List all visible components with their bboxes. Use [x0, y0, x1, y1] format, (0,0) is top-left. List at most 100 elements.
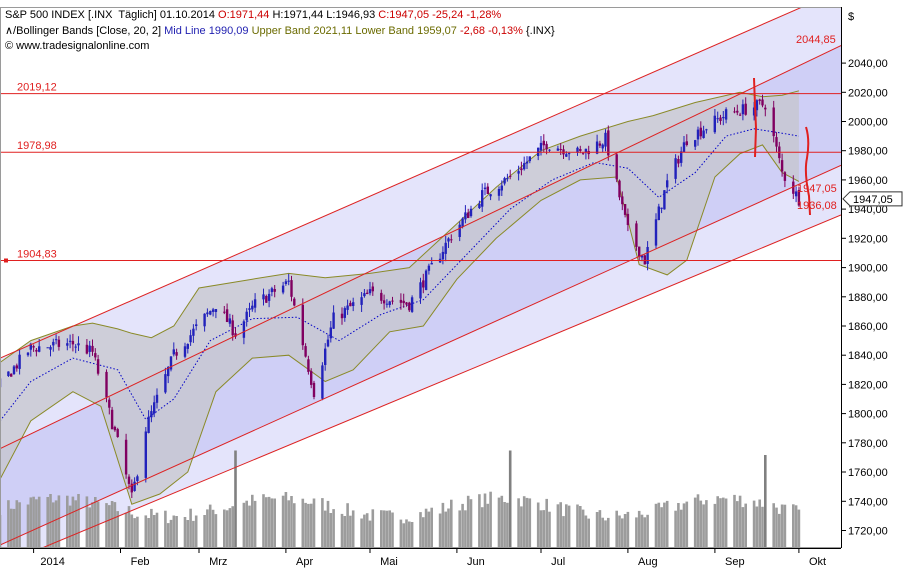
volume-bar	[556, 504, 560, 548]
indicator-symbol: {.INX}	[525, 25, 555, 37]
candle-body	[752, 107, 756, 116]
volume-bar	[214, 514, 218, 548]
volume-bar	[194, 515, 198, 548]
candle-body	[12, 366, 16, 374]
candle-body	[584, 148, 588, 153]
x-tick-label: Jun	[467, 556, 485, 568]
volume-bar	[545, 498, 548, 548]
volume-bar	[130, 514, 134, 548]
candle-body	[579, 149, 582, 151]
candle-body	[410, 297, 414, 312]
volume-bar	[685, 501, 689, 548]
volume-bar	[461, 503, 464, 548]
candle-body	[290, 280, 293, 297]
volume-bar	[503, 502, 506, 548]
candle-body	[7, 371, 10, 376]
y-axis[interactable]: 1720,00 1740,00 1760,00 1780,00 1800,00 1820,…	[841, 7, 888, 548]
candle-body	[525, 161, 529, 164]
candle-body	[478, 203, 481, 208]
candle-body	[66, 343, 69, 346]
candle-body	[94, 353, 97, 358]
volume-bar	[343, 516, 347, 548]
candle-body	[469, 208, 473, 217]
candle-body	[713, 115, 716, 133]
volume-bar	[483, 493, 487, 548]
candle-body	[615, 154, 618, 180]
y-tick-label: 1820,00	[848, 379, 888, 391]
volume-bar	[206, 509, 209, 548]
candle-body	[164, 374, 167, 393]
candle-body	[10, 373, 13, 377]
candle-body	[545, 143, 548, 150]
volume-bar	[595, 512, 599, 548]
candle-body	[74, 346, 77, 348]
channel-outer-lower-line	[40, 214, 841, 548]
y-tick-label: 1900,00	[848, 263, 888, 275]
volume-bar	[208, 504, 212, 548]
volume-bar	[54, 500, 58, 548]
candle-body	[699, 127, 702, 137]
volume-bar	[323, 510, 327, 548]
candle-body	[391, 300, 394, 302]
volume-bar	[326, 500, 330, 548]
volume-bar	[85, 496, 89, 548]
volume-bar	[657, 502, 661, 548]
candle-body	[343, 308, 346, 318]
volume-bar	[508, 450, 512, 548]
candle-body	[458, 224, 461, 237]
volume-bar	[18, 502, 21, 548]
x-tick-label: Okt	[809, 556, 826, 568]
candle-body	[464, 212, 467, 220]
candle-body	[500, 185, 503, 191]
candle-body	[91, 345, 94, 352]
volume-bar	[351, 510, 355, 548]
candle-body	[694, 140, 697, 147]
volume-bar	[410, 522, 414, 548]
candle-body	[598, 143, 602, 146]
volume-bar	[380, 510, 383, 548]
volume-bar	[741, 507, 745, 548]
chart-header-line-1: S&P 500 INDEX [.INX Täglich] 01.10.2014 …	[5, 9, 501, 21]
volume-bar	[497, 497, 501, 548]
candle-body	[503, 178, 506, 184]
candle-body	[26, 352, 30, 356]
candle-body	[172, 349, 175, 355]
candle-body	[581, 152, 585, 154]
candle-body	[267, 293, 271, 301]
bollinger-upper-band-line	[0, 90, 800, 363]
volume-bar	[108, 505, 111, 548]
candle-body	[775, 137, 778, 147]
handdrawn-mark	[753, 77, 758, 158]
volume-bar	[679, 509, 683, 548]
volume-bar	[113, 502, 117, 548]
candle-body	[430, 263, 433, 265]
volume-bar	[74, 500, 77, 548]
volume-bar	[522, 496, 526, 548]
volume-bar	[301, 498, 305, 548]
volume-bar	[46, 497, 49, 548]
volume-bar	[7, 500, 10, 548]
volume-bar	[559, 502, 562, 548]
candle-body	[618, 180, 621, 198]
candle-body	[422, 280, 425, 288]
x-axis[interactable]: 2014 Feb Mrz Apr Mai Jun Jul Aug Sep Okt	[0, 548, 841, 568]
volume-bar	[175, 516, 178, 548]
volume-bar	[598, 510, 602, 548]
volume-bar	[382, 510, 386, 548]
volume-bar	[408, 521, 411, 548]
price-candles	[0, 94, 801, 498]
volume-bar	[110, 501, 114, 548]
volume-bar	[251, 494, 254, 548]
candle-body	[666, 180, 669, 188]
bollinger-lower-band-line	[0, 144, 800, 505]
candle-body	[32, 346, 35, 348]
volume-bar	[438, 513, 442, 548]
candle-body	[741, 104, 745, 115]
candle-body	[209, 311, 212, 315]
volume-bar	[604, 520, 607, 548]
y-tick-label: 1800,00	[848, 409, 888, 421]
source-credit: © www.tradesignalonline.com	[5, 40, 150, 52]
volume-bar	[15, 500, 19, 548]
volume-bar	[489, 491, 492, 548]
volume-bar	[105, 503, 108, 548]
